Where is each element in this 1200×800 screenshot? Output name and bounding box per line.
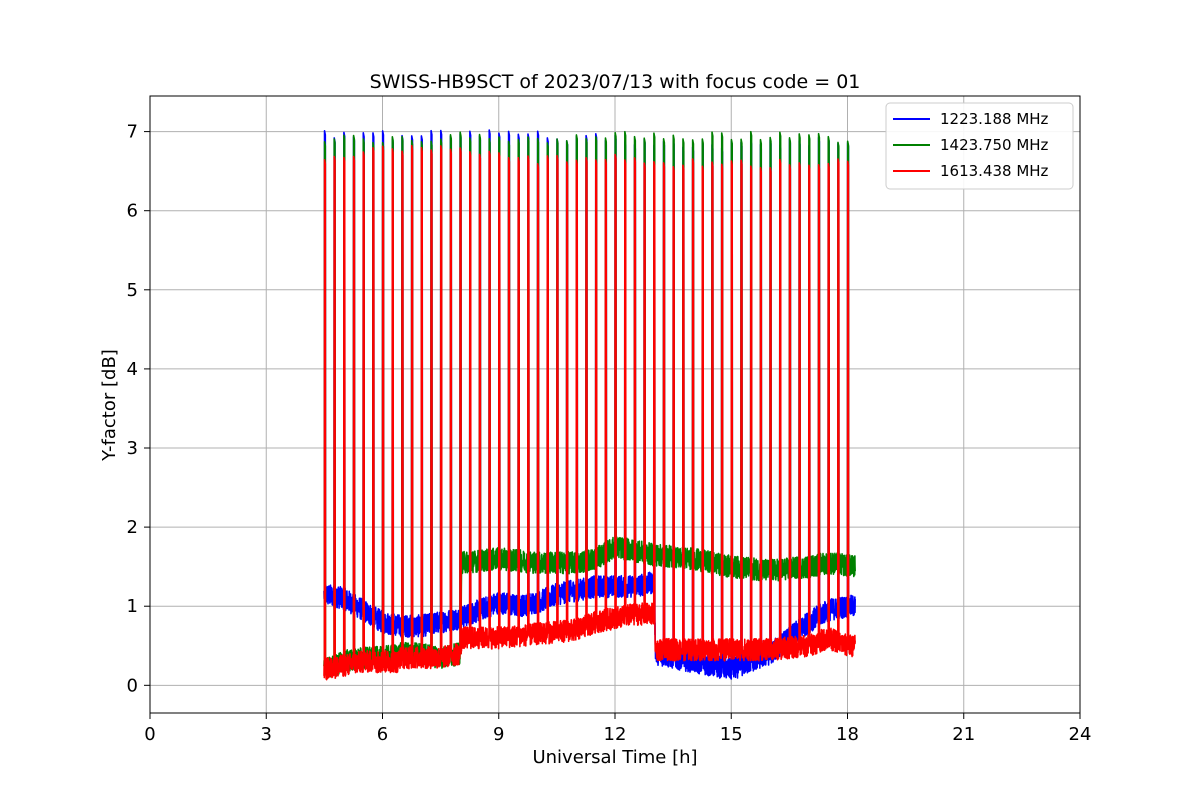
y-axis: 0 1 2 3 4 5 6 7 <box>127 122 150 696</box>
legend-box <box>885 102 1074 190</box>
y-tick-label: 6 <box>127 201 138 222</box>
legend-label: 1223.188 MHz <box>940 110 1049 128</box>
y-tick-label: 2 <box>127 517 138 538</box>
x-tick-label: 18 <box>836 724 859 745</box>
y-axis-label: Y-factor [dB] <box>99 349 120 462</box>
x-tick-label: 24 <box>1069 724 1092 745</box>
series-layer <box>323 129 856 681</box>
legend-label: 1423.750 MHz <box>940 136 1049 154</box>
y-tick-label: 3 <box>127 438 138 459</box>
x-tick-label: 12 <box>604 724 627 745</box>
chart-title: SWISS-HB9SCT of 2023/07/13 with focus co… <box>370 71 861 93</box>
x-tick-label: 0 <box>144 724 155 745</box>
x-tick-label: 21 <box>952 724 975 745</box>
x-tick-label: 15 <box>720 724 743 745</box>
x-axis-label: Universal Time [h] <box>532 747 697 768</box>
x-tick-label: 6 <box>377 724 388 745</box>
y-tick-label: 0 <box>127 675 138 696</box>
x-axis: 0 3 6 9 12 15 18 21 24 <box>144 713 1091 745</box>
y-tick-label: 1 <box>127 596 138 617</box>
x-tick-label: 3 <box>261 724 272 745</box>
series-line-3 <box>323 144 856 681</box>
legend: 1223.188 MHz 1423.750 MHz 1613.438 MHz <box>885 102 1074 190</box>
y-tick-label: 7 <box>127 122 138 143</box>
y-tick-label: 4 <box>127 359 138 380</box>
y-tick-label: 5 <box>127 280 138 301</box>
x-tick-label: 9 <box>493 724 504 745</box>
legend-label: 1613.438 MHz <box>940 162 1049 180</box>
